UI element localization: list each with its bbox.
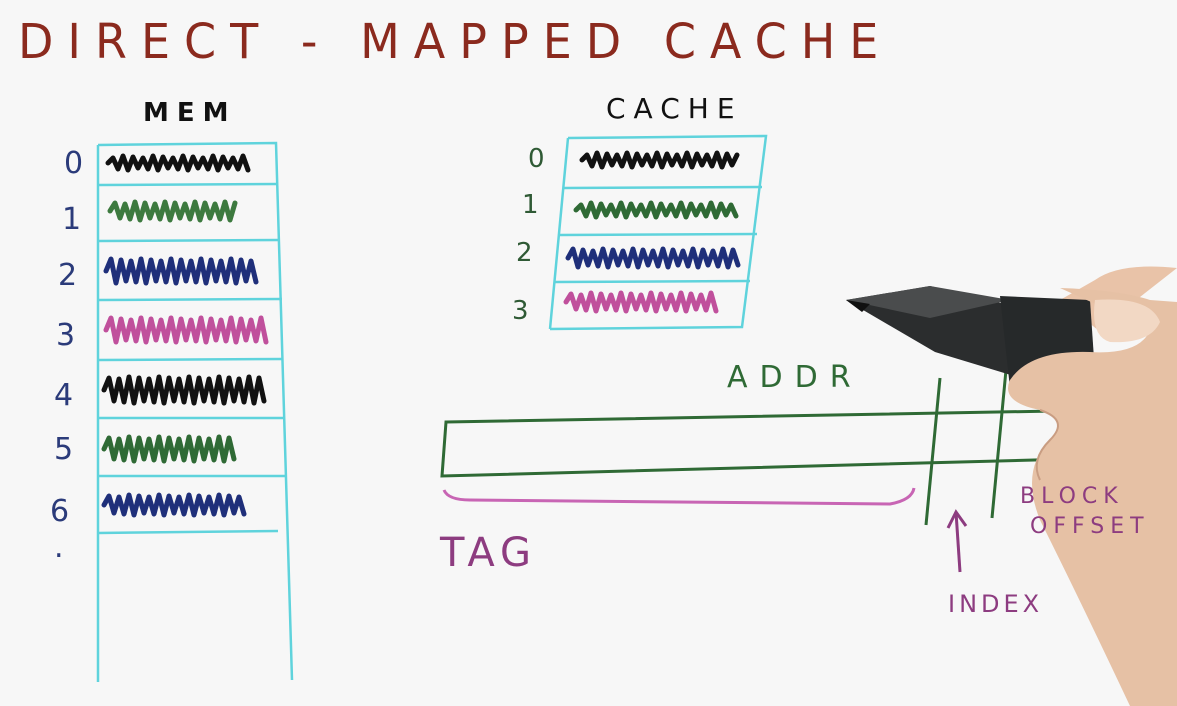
cache-row-0-data xyxy=(579,150,740,170)
memory-row-3-data xyxy=(103,315,269,345)
cache-data-scribbles xyxy=(563,150,741,314)
memory-index-0: 0 xyxy=(64,146,84,181)
memory-index-4: 4 xyxy=(54,378,74,413)
block-offset-line-1: BLOCK xyxy=(1020,484,1124,509)
cache-row-2-data xyxy=(565,246,741,270)
cache-heading: CACHE xyxy=(606,92,743,125)
block-offset-label: BLOCK OFFSET xyxy=(1020,482,1150,542)
tag-label: TAG xyxy=(440,530,537,576)
index-label: INDEX xyxy=(948,590,1044,618)
memory-index-2: 2 xyxy=(58,258,78,293)
memory-row-1-data xyxy=(107,199,238,223)
memory-table xyxy=(96,141,294,682)
diagram-title: DIRECT - MAPPED CACHE xyxy=(18,12,893,70)
memory-row-2-data xyxy=(103,256,259,286)
memory-row-0-data xyxy=(105,153,251,173)
cache-index-3: 3 xyxy=(512,296,529,326)
memory-index-5: 5 xyxy=(54,432,74,467)
memory-index-1: 1 xyxy=(62,202,82,237)
memory-row-4-data xyxy=(101,374,267,406)
cache-index-1: 1 xyxy=(522,190,539,220)
cache-table xyxy=(548,134,768,331)
cache-index-0: 0 xyxy=(528,144,545,174)
address-label: ADDR xyxy=(727,360,863,395)
memory-row-6-data xyxy=(101,492,247,518)
cache-row-1-data xyxy=(573,200,739,220)
memory-data-scribbles xyxy=(101,153,269,518)
memory-heading: MEM xyxy=(143,98,237,128)
cache-row-3-data xyxy=(563,290,719,314)
cache-index-2: 2 xyxy=(516,238,533,268)
memory-index-3: 3 xyxy=(56,318,76,353)
memory-index-6: 6 xyxy=(50,494,70,529)
tag-brace xyxy=(442,487,916,506)
index-arrow xyxy=(946,509,968,573)
memory-continuation: . xyxy=(54,530,64,565)
stylus-pen xyxy=(846,266,1177,706)
block-offset-line-2: OFFSET xyxy=(1030,514,1150,539)
memory-row-5-data xyxy=(101,434,237,464)
